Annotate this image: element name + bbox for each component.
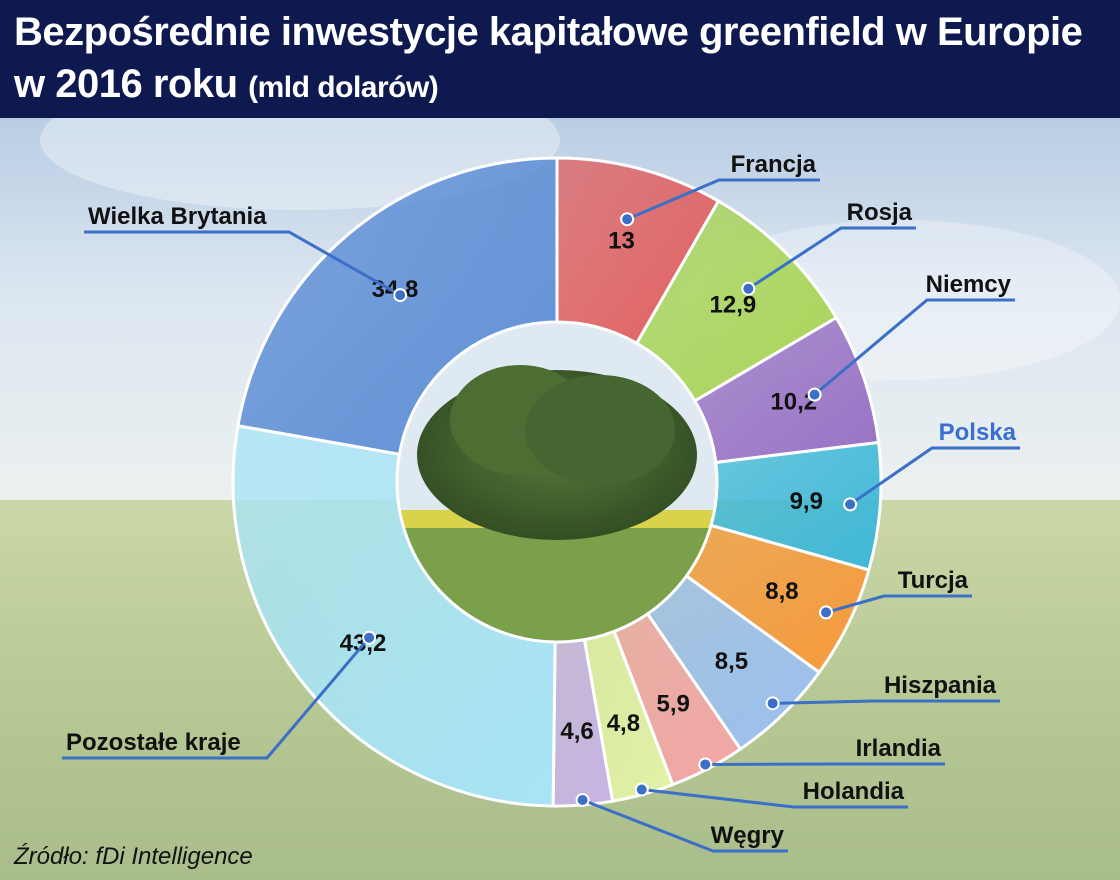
category-label-niemcy: Niemcy — [926, 271, 1012, 298]
center-tree-photo — [397, 322, 717, 642]
slice-wielka-brytania — [236, 156, 559, 456]
leader-dot-francja — [620, 212, 635, 227]
leader-dot-rosja — [741, 281, 756, 296]
leader-line-hiszpania — [772, 699, 1000, 705]
category-label-francja: Francja — [731, 151, 817, 178]
leader-dot-pozostale-kraje — [362, 630, 377, 645]
value-label-rosja: 12,9 — [710, 291, 757, 318]
category-label-turcja: Turcja — [898, 567, 969, 594]
source-note: Źródło: fDi Intelligence — [14, 843, 253, 870]
leader-dot-holandia — [634, 782, 649, 797]
leader-line-wielka-brytania — [84, 230, 401, 297]
category-label-polska: Polska — [939, 419, 1017, 446]
leader-line-wegry — [582, 798, 788, 853]
value-label-polska: 9,9 — [790, 488, 823, 515]
value-label-irlandia: 5,9 — [657, 690, 690, 717]
leader-dot-turcja — [819, 605, 834, 620]
chart-title-line-1: Bezpośrednie inwestycje kapitałowe green… — [14, 10, 1083, 54]
leader-dot-polska — [843, 497, 858, 512]
category-label-wegry: Węgry — [711, 822, 785, 849]
value-label-turcja: 8,8 — [765, 578, 798, 605]
value-label-francja: 13 — [608, 227, 635, 254]
leader-dot-wielka-brytania — [393, 288, 408, 303]
value-label-hiszpania: 8,5 — [715, 648, 748, 675]
chart-header: Bezpośrednie inwestycje kapitałowe green… — [0, 0, 1120, 118]
category-label-rosja: Rosja — [847, 199, 913, 226]
value-label-wegry: 4,6 — [560, 718, 593, 745]
leader-line-pozostale-kraje — [62, 636, 371, 760]
leader-line-polska — [849, 446, 1020, 506]
leader-dot-irlandia — [698, 757, 713, 772]
value-label-holandia: 4,8 — [607, 710, 640, 737]
category-label-pozostale-kraje: Pozostałe kraje — [66, 729, 241, 756]
category-label-irlandia: Irlandia — [856, 735, 942, 762]
category-label-holandia: Holandia — [803, 778, 905, 805]
leader-line-turcja — [825, 594, 972, 614]
leader-dot-hiszpania — [765, 696, 780, 711]
leader-dot-wegry — [575, 792, 590, 807]
leader-line-francja — [626, 178, 820, 221]
slice-pozostale-kraje — [231, 424, 557, 808]
chart-unit: (mld dolarów) — [248, 71, 439, 104]
leader-dot-niemcy — [807, 387, 822, 402]
leader-line-rosja — [747, 226, 916, 290]
category-label-wielka-brytania: Wielka Brytania — [88, 203, 267, 230]
leader-line-niemcy — [813, 298, 1015, 396]
chart-title-line-2: w 2016 roku (mld dolarów) — [14, 62, 439, 107]
category-label-hiszpania: Hiszpania — [884, 672, 997, 699]
leader-line-holandia — [641, 788, 908, 809]
chart-title-year: w 2016 roku — [14, 62, 238, 106]
